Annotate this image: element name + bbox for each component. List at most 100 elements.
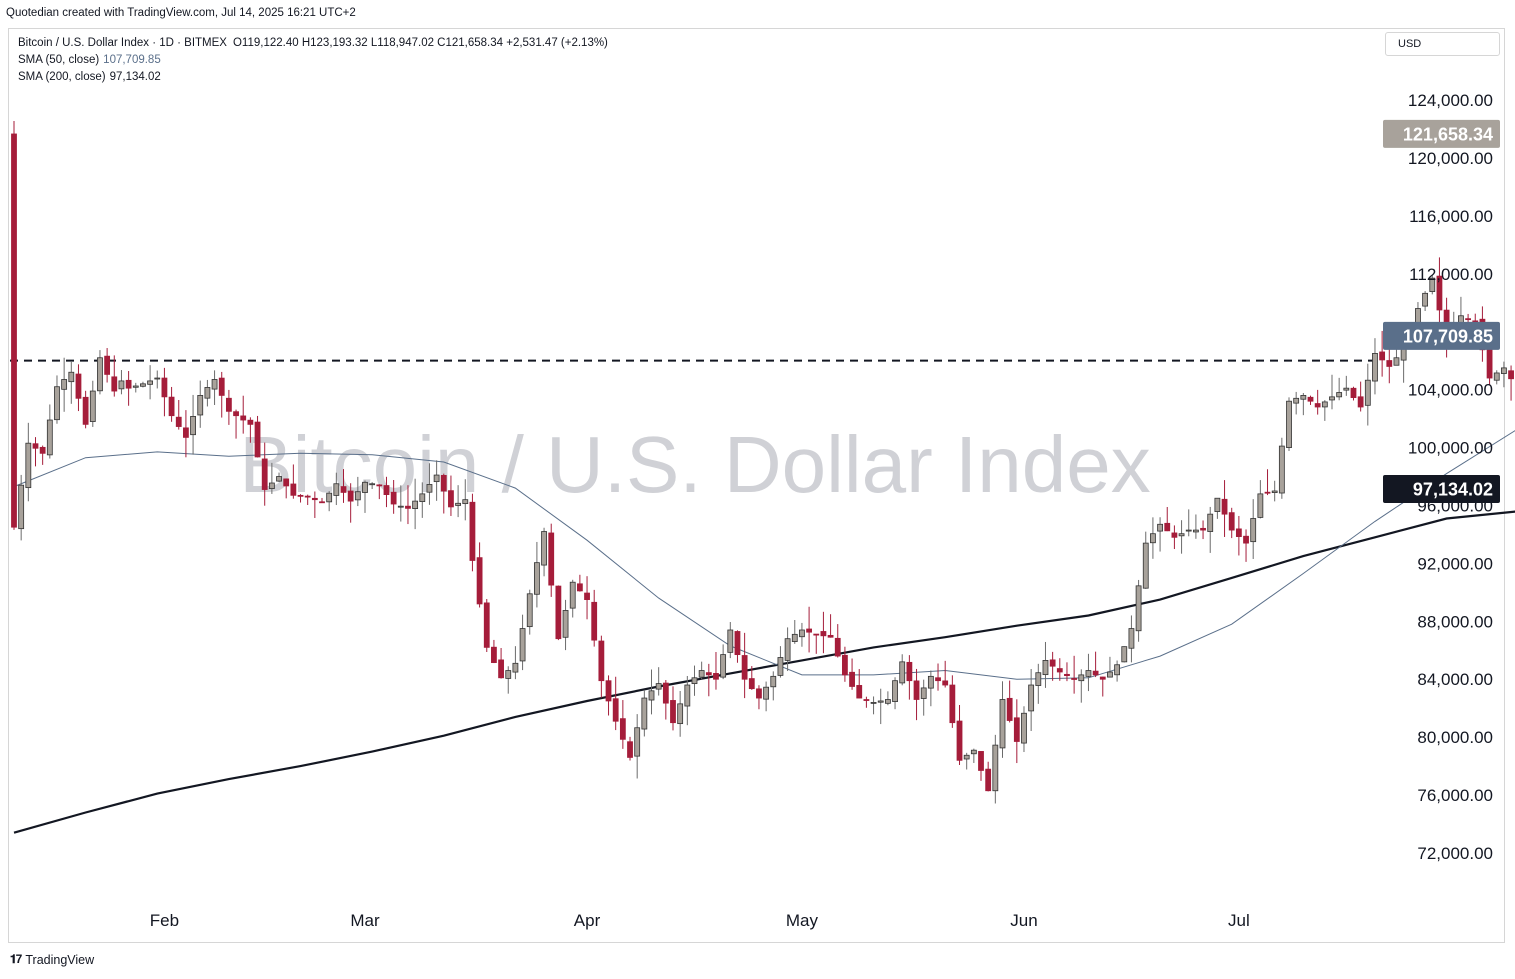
sma200-line: [13, 510, 1515, 834]
candle-body: [190, 416, 196, 436]
candle-body: [1436, 275, 1443, 311]
x-tick-label: Feb: [150, 911, 179, 930]
candle-body: [1307, 396, 1314, 402]
candle: [677, 690, 684, 737]
candle-body: [1429, 277, 1436, 292]
candle-body: [1486, 347, 1493, 379]
candle: [190, 394, 196, 455]
candle-body: [591, 601, 598, 641]
candle: [1422, 291, 1429, 312]
candle-body: [254, 421, 261, 458]
legend-symbol[interactable]: Bitcoin / U.S. Dollar Index · 1D · BITME…: [18, 37, 227, 49]
candle-body: [297, 494, 304, 497]
sma50-line: [13, 430, 1515, 680]
candle-body: [1472, 320, 1479, 323]
candle-body: [791, 633, 798, 642]
candle-body: [247, 419, 254, 425]
candle-body: [1400, 348, 1407, 361]
candle: [419, 482, 426, 518]
candle: [827, 614, 834, 638]
candle: [147, 365, 153, 400]
candle: [46, 404, 53, 459]
candle: [204, 379, 211, 407]
candle: [1372, 338, 1378, 395]
candle: [1307, 395, 1314, 405]
candle-body: [1207, 513, 1214, 532]
candle-body: [1343, 387, 1350, 391]
candle-body: [426, 484, 433, 493]
candle-body: [82, 396, 89, 425]
candle: [1501, 361, 1507, 388]
candle-body: [462, 499, 469, 505]
legend-sma50-row[interactable]: SMA (50, close) 107,709.85: [18, 52, 608, 69]
candle-body: [1493, 372, 1500, 381]
tradingview-logo[interactable]: 𝟏7 TradingView: [10, 952, 94, 967]
y-tick-label: 120,000.00: [1408, 149, 1493, 168]
candle: [1185, 509, 1192, 537]
currency-selector[interactable]: USD: [1385, 32, 1500, 56]
candle-body: [548, 532, 555, 586]
candle-body: [1257, 493, 1264, 518]
candle-body: [1035, 672, 1042, 686]
candle-body: [569, 581, 576, 609]
time-axis[interactable]: Feb Mar Apr May Jun Jul: [150, 911, 1250, 930]
candle-body: [68, 371, 75, 383]
candle-body: [1465, 318, 1471, 321]
sma50-layer: [13, 430, 1515, 680]
candle-body: [970, 749, 977, 755]
candle: [970, 748, 977, 763]
candle-body: [1042, 660, 1049, 676]
candle-body: [999, 699, 1006, 749]
candle: [863, 696, 870, 708]
candle-body: [1357, 396, 1364, 408]
x-tick-label: Mar: [350, 911, 380, 930]
candle-body: [498, 659, 504, 679]
candle: [913, 668, 920, 721]
candle: [1221, 480, 1228, 537]
candle: [942, 660, 949, 688]
candle: [1150, 517, 1156, 559]
candle-body: [956, 720, 963, 761]
candle: [576, 574, 583, 592]
candle: [440, 473, 447, 514]
candle-body: [906, 661, 913, 682]
candle-body: [154, 377, 161, 380]
candle-body: [1049, 659, 1056, 667]
candle-body: [240, 415, 247, 421]
candle: [1028, 669, 1035, 732]
candle: [132, 382, 139, 393]
candle: [283, 478, 290, 499]
candle: [1121, 646, 1128, 663]
candle-body: [963, 754, 970, 760]
candle: [498, 647, 504, 679]
candle-body: [1386, 360, 1393, 367]
candle: [505, 666, 512, 694]
candle: [290, 464, 297, 499]
candle-body: [1243, 535, 1249, 544]
candle-body: [1128, 628, 1135, 649]
candle-body: [46, 419, 53, 456]
candle: [605, 675, 612, 716]
candle: [892, 677, 898, 710]
tradingview-logo-icon: 𝟏7: [10, 952, 22, 966]
legend-sma200-row[interactable]: SMA (200, close) 97,134.02: [18, 69, 608, 86]
candle: [175, 399, 182, 430]
candle-body: [1221, 498, 1228, 515]
chart-frame: [8, 28, 1505, 943]
candle-body: [39, 446, 46, 454]
candle: [720, 644, 727, 680]
candle-body: [799, 629, 805, 638]
candle-body: [283, 478, 290, 487]
candle: [1142, 531, 1149, 589]
candle-body: [111, 376, 118, 392]
candle-body: [89, 390, 96, 422]
candle: [75, 364, 82, 412]
candle: [1271, 480, 1278, 502]
candle-body: [147, 380, 153, 385]
candle: [1078, 669, 1085, 703]
candle: [111, 355, 118, 397]
last-price-badge-text: 121,658.34: [1403, 124, 1493, 144]
candle-body: [913, 680, 920, 700]
candle: [1099, 676, 1106, 697]
